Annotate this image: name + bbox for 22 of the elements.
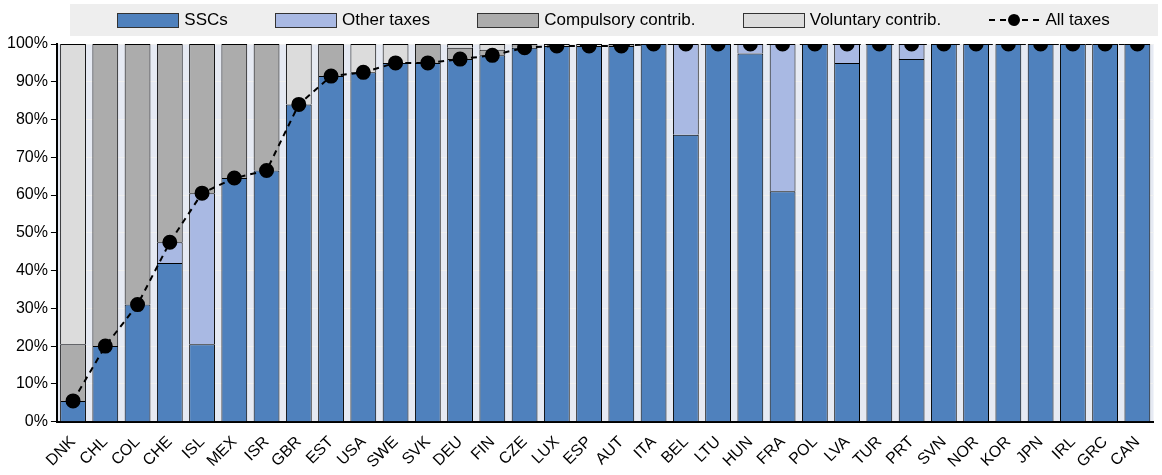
x-tick-label: IRL (1048, 432, 1079, 463)
y-tick-label: 30% (15, 298, 48, 316)
legend-label: Compulsory contrib. (544, 10, 696, 30)
legend-label: SSCs (184, 10, 228, 30)
x-tick-label: ITA (630, 432, 660, 462)
y-tick-label: 10% (15, 374, 48, 392)
y-tick-label: 60% (15, 185, 48, 203)
x-tick-label: BEL (657, 432, 692, 467)
y-tick-label: 90% (15, 72, 48, 90)
y-tick-label: 80% (15, 109, 48, 127)
y-tick-label: 100% (7, 34, 48, 52)
x-tick-label: FIN (467, 432, 498, 463)
legend-label: Other taxes (342, 10, 430, 30)
x-tick-label: ISR (240, 432, 272, 464)
y-tick-label: 20% (15, 336, 48, 354)
x-tick-label: JPN (1012, 432, 1046, 467)
y-tick-label: 0% (24, 412, 48, 430)
legend-label: All taxes (1045, 10, 1110, 30)
y-tick-label: 70% (15, 147, 48, 165)
y-tick-label: 50% (15, 223, 48, 241)
legend-label: Voluntary contrib. (809, 10, 942, 30)
y-tick-label: 40% (15, 261, 48, 278)
